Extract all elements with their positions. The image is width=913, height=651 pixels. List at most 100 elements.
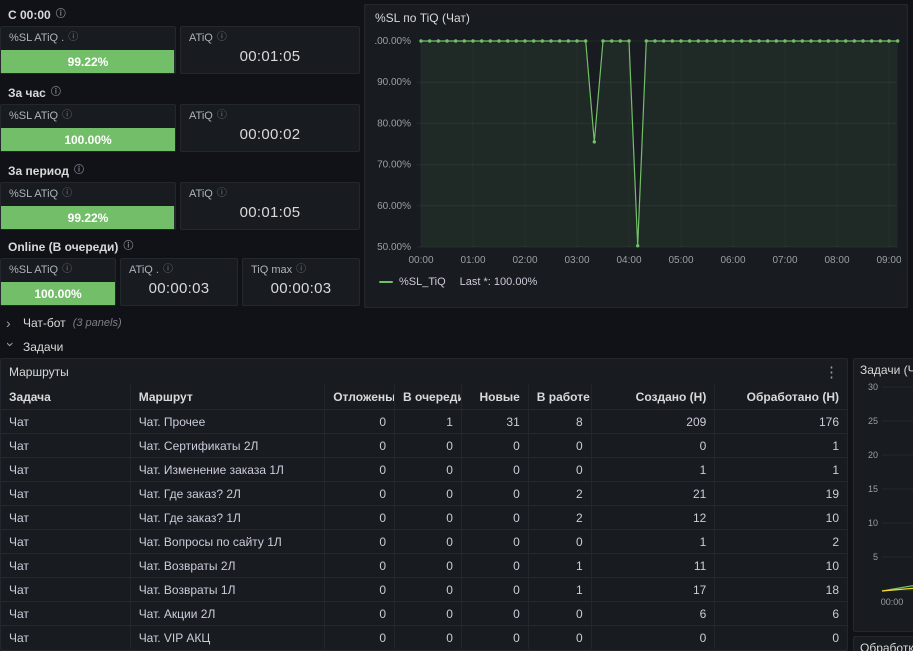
table-cell: 8 [528, 409, 592, 433]
panel-sl-atiq-online: %SL ATiQ ⓘ 100.00% [0, 258, 116, 306]
info-icon[interactable]: ⓘ [62, 110, 73, 121]
table-cell: 0 [395, 577, 462, 601]
chevron-right-icon: › [6, 315, 11, 331]
table-cell: 17 [591, 577, 716, 601]
column-header[interactable]: Маршрут [131, 385, 326, 409]
chart-legend: %SL_TiQ Last *: 100.00% [375, 276, 897, 288]
table-cell: 6 [591, 601, 716, 625]
panel-header[interactable]: %SL ATiQ . ⓘ [1, 27, 175, 44]
stat-value: 00:01:05 [239, 48, 301, 65]
panel-header[interactable]: ATiQ ⓘ [181, 105, 359, 122]
column-header[interactable]: Задача [1, 385, 131, 409]
table-cell: 0 [461, 553, 529, 577]
svg-text:80.00%: 80.00% [377, 118, 411, 129]
panel-header[interactable]: %SL ATiQ ⓘ [1, 259, 115, 276]
svg-text:25: 25 [868, 416, 878, 426]
info-icon[interactable]: ⓘ [123, 241, 134, 252]
table-cell: Чат. Вопросы по сайту 1Л [130, 529, 326, 553]
table-cell: 0 [395, 433, 462, 457]
panel-header[interactable]: %SL ATiQ ⓘ [1, 183, 175, 200]
table-cell: Чат. Сертификаты 2Л [130, 433, 326, 457]
panel-atiq-period: ATiQ ⓘ 00:01:05 [180, 182, 360, 230]
table-cell: 0 [528, 625, 592, 649]
svg-text:5: 5 [873, 552, 878, 562]
info-icon[interactable]: ⓘ [50, 87, 61, 98]
column-header[interactable]: Новые [462, 385, 529, 409]
panel-tiq-max-online: TiQ max ⓘ 00:00:03 [242, 258, 360, 306]
table-row: Чат Чат. Где заказ? 1Л 0 0 0 2 12 10 [1, 505, 847, 529]
sl-tiq-timeseries: 00:00 01:00 02:00 03:00 04:00 05:00 06:00 07:00… [375, 36, 901, 266]
column-header[interactable]: Создано (Н) [592, 385, 716, 409]
column-header[interactable]: Обработано (Н) [746, 390, 839, 404]
table-cell: Чат [1, 529, 131, 553]
panel-title-text[interactable]: %SL по TiQ (Чат) [375, 11, 470, 25]
info-icon[interactable]: ⓘ [296, 264, 307, 275]
table-cell: Чат [1, 457, 131, 481]
info-icon[interactable]: ⓘ [216, 32, 227, 43]
table-cell: 1 [528, 553, 592, 577]
table-cell: Чат. VIP АКЦ [130, 625, 326, 649]
panel-menu-icon[interactable]: ⋮ [824, 363, 839, 381]
bar-gauge: 100.00% [1, 128, 175, 151]
info-icon[interactable]: ⓘ [73, 165, 84, 176]
svg-text:09:00: 09:00 [876, 255, 901, 266]
stat-value: 00:00:03 [148, 280, 210, 297]
table-cell: 0 [325, 601, 396, 625]
table-cell: 0 [325, 505, 396, 529]
table-row: Чат Чат. Где заказ? 2Л 0 0 0 2 21 19 [1, 481, 847, 505]
svg-text:02:00: 02:00 [512, 255, 537, 266]
info-icon[interactable]: ⓘ [55, 9, 66, 20]
panel-title-text: ATiQ [189, 188, 213, 200]
info-icon[interactable]: ⓘ [216, 110, 227, 121]
svg-text:60.00%: 60.00% [377, 201, 411, 212]
section-title-hour: За час ⓘ [8, 86, 61, 100]
panel-header[interactable]: %SL ATiQ ⓘ [1, 105, 175, 122]
table-cell: Чат [1, 481, 131, 505]
info-icon[interactable]: ⓘ [62, 264, 73, 275]
stat-value: 00:00:03 [270, 280, 332, 297]
table-row: Чат Чат. Вопросы по сайту 1Л 0 0 0 0 1 2 [1, 529, 847, 553]
table-cell: 1 [528, 577, 592, 601]
svg-text:04:00: 04:00 [616, 255, 641, 266]
stat-value: 00:00:02 [239, 126, 301, 143]
info-icon[interactable]: ⓘ [68, 32, 79, 43]
info-icon[interactable]: ⓘ [162, 264, 173, 275]
table-cell: 0 [325, 553, 396, 577]
panel-header[interactable]: ATiQ ⓘ [181, 183, 359, 200]
svg-text:08:00: 08:00 [824, 255, 849, 266]
info-icon[interactable]: ⓘ [62, 188, 73, 199]
column-header[interactable]: В работе [529, 385, 592, 409]
column-header[interactable]: Отложены [325, 385, 396, 409]
table-cell: 0 [528, 601, 592, 625]
panel-title-text: %SL ATiQ [9, 110, 59, 122]
panel-header[interactable]: ATiQ . ⓘ [121, 259, 237, 276]
panel-title-text[interactable]: Обработка... [860, 641, 913, 651]
legend-series-name[interactable]: %SL_TiQ [399, 276, 446, 288]
info-icon[interactable]: ⓘ [216, 188, 227, 199]
svg-text:100.00%: 100.00% [375, 36, 411, 47]
panel-title-text[interactable]: Маршруты [9, 365, 69, 379]
row-chatbot[interactable]: › Чат-бот (3 panels) [6, 314, 122, 332]
column-header[interactable]: В очереди ↓ [395, 385, 462, 409]
section-title-text: За период [8, 164, 69, 178]
svg-text:10: 10 [868, 518, 878, 528]
table-cell: 0 [461, 457, 529, 481]
table-cell: 0 [395, 457, 462, 481]
table-cell: 31 [461, 409, 529, 433]
table-row: Чат Чат. Изменение заказа 1Л 0 0 0 0 1 1 [1, 457, 847, 481]
bar-gauge: 100.00% [1, 282, 115, 305]
panel-tasks-chart: Задачи (Чат) 30 25 20 15 10 5 00:00 [853, 358, 913, 632]
row-label: Задачи [23, 340, 64, 354]
row-tasks[interactable]: › Задачи [3, 338, 64, 356]
panel-title-text[interactable]: Задачи (Чат) [860, 363, 913, 377]
panel-header[interactable]: ATiQ ⓘ [181, 27, 359, 44]
panel-sl-atiq-hour: %SL ATiQ ⓘ 100.00% [0, 104, 176, 152]
table-cell: 21 [591, 481, 716, 505]
panel-header[interactable]: TiQ max ⓘ [243, 259, 359, 276]
bar-gauge-fill [1, 282, 115, 305]
panel-title-text: TiQ max [251, 264, 293, 276]
table-row: Чат Чат. Акции 2Л 0 0 0 0 6 6 [1, 601, 847, 625]
table-cell: Чат [1, 553, 131, 577]
table-cell: 0 [528, 457, 592, 481]
